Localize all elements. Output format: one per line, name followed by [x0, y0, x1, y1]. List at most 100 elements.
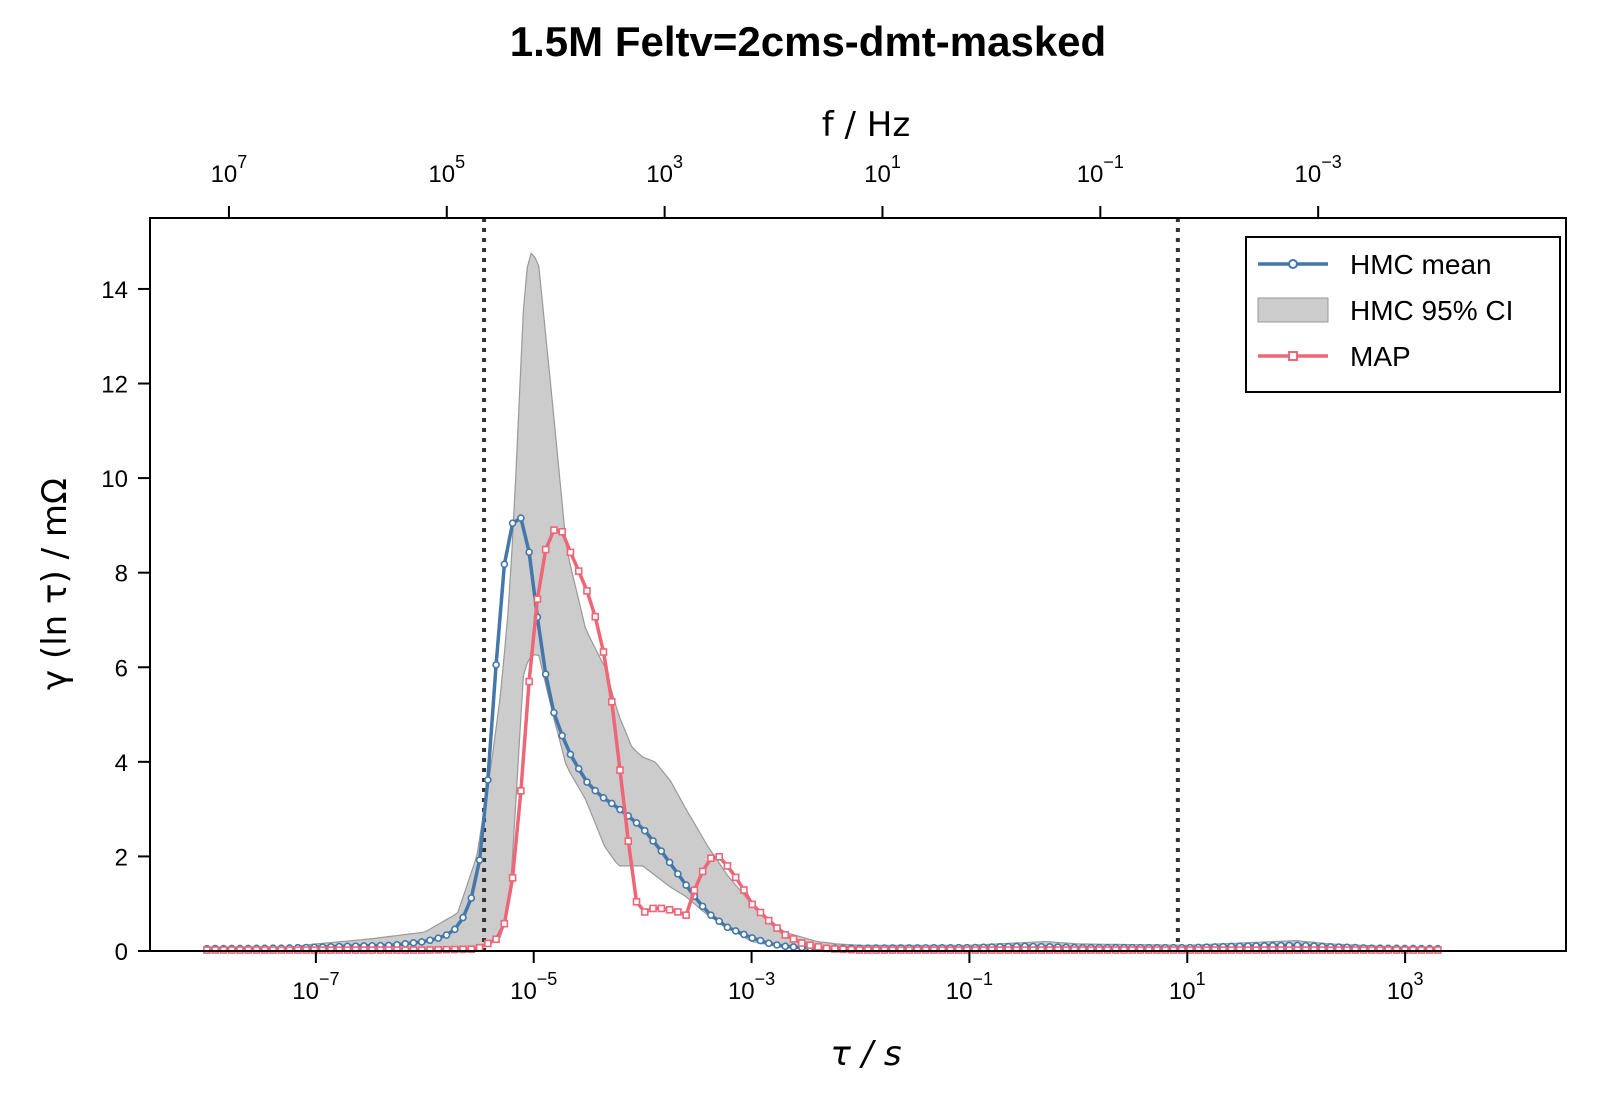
- y-tick-label: 12: [101, 372, 128, 399]
- legend-swatch: [1257, 297, 1329, 323]
- hmc-mean-point: [657, 847, 666, 855]
- top-x-tick-label: 107: [211, 152, 248, 188]
- map-point: [624, 837, 633, 845]
- chart-title: 1.5M Feltv=2cms-dmt-masked: [510, 18, 1106, 65]
- top-x-tick-label: 103: [646, 152, 683, 188]
- hmc-mean-point: [632, 819, 641, 827]
- map-point: [566, 548, 575, 557]
- hmc-mean-point: [401, 940, 410, 948]
- legend-label: HMC 95% CI: [1350, 295, 1513, 326]
- plot-frame: [149, 217, 1567, 952]
- x-tick-label: 101: [1169, 969, 1206, 1005]
- map-point: [475, 943, 484, 952]
- map-point: [467, 945, 476, 954]
- map-point: [731, 873, 740, 882]
- map-point: [773, 924, 781, 932]
- map-point: [541, 545, 550, 554]
- hmc-mean-point: [417, 938, 426, 946]
- map-point: [715, 853, 723, 861]
- hmc-mean-point: [467, 894, 476, 902]
- y-axis-title: γ (ln τ) / mΩ: [35, 478, 75, 690]
- map-markers: [203, 526, 1442, 954]
- map-point: [682, 911, 690, 919]
- top-x-axis-title: f / Hz: [822, 105, 910, 145]
- top-x-tick-label: 10−1: [1077, 152, 1124, 188]
- hmc-mean-point: [525, 548, 533, 556]
- hmc-mean-point: [591, 786, 600, 795]
- map-point: [748, 900, 757, 909]
- legend-label: MAP: [1350, 341, 1411, 372]
- y-tick-label: 0: [115, 939, 128, 966]
- map-point: [434, 946, 443, 954]
- hmc-mean-point: [756, 936, 765, 945]
- hmc-mean-point: [459, 913, 467, 922]
- hmc-mean-point: [773, 941, 781, 949]
- hmc-mean-point: [649, 837, 657, 845]
- hmc-mean-point: [566, 750, 575, 759]
- hmc-mean-line: [207, 515, 1438, 951]
- map-point: [789, 935, 798, 943]
- map-point: [814, 942, 823, 951]
- legend: HMC mean HMC 95% CI MAP: [1245, 236, 1561, 393]
- map-point: [525, 677, 533, 686]
- top-x-tick-label: 105: [428, 152, 465, 188]
- hmc-mean-point: [599, 793, 608, 802]
- y-tick-label: 4: [115, 750, 128, 777]
- hmc-mean-point: [508, 519, 517, 527]
- series-layer: [203, 514, 1442, 954]
- y-tick-label: 2: [115, 844, 128, 871]
- legend-marker: [1288, 351, 1298, 361]
- x-tick-label: 10−1: [946, 969, 993, 1005]
- map-point: [574, 567, 583, 575]
- hmc-mean-point: [517, 514, 525, 522]
- map-point: [632, 897, 641, 906]
- hmc-mean-point: [641, 826, 649, 835]
- x-tick-label: 103: [1387, 969, 1424, 1005]
- map-point: [492, 935, 500, 944]
- hmc-mean-point: [723, 923, 732, 932]
- map-point: [558, 527, 566, 536]
- map-point: [459, 945, 467, 954]
- top-x-tick-label: 10−3: [1295, 152, 1342, 188]
- map-point: [781, 931, 790, 939]
- top-axis: 107 105 103 101 10−1 10−3: [211, 152, 1342, 218]
- map-point: [517, 787, 525, 795]
- map-point: [426, 946, 434, 954]
- x-tick-label: 10−3: [728, 969, 775, 1005]
- hmc-mean-point: [789, 943, 798, 951]
- legend-item-hmc-mean: HMC mean: [1258, 249, 1492, 280]
- map-point: [847, 945, 856, 954]
- hmc-mean-point: [764, 939, 773, 948]
- hmc-mean-point: [484, 776, 492, 784]
- top-x-tick-label: 101: [864, 152, 901, 188]
- y-tick-label: 8: [115, 561, 128, 588]
- map-point: [583, 587, 591, 595]
- map-point: [698, 867, 707, 876]
- hmc-mean-point: [541, 670, 550, 678]
- y-tick-label: 6: [115, 655, 128, 682]
- map-point: [674, 908, 682, 916]
- map-point: [764, 916, 773, 925]
- legend-item-hmc-95-ci: HMC 95% CI: [1257, 295, 1513, 326]
- map-point: [723, 862, 732, 870]
- hmc-mean-point: [500, 560, 509, 569]
- map-point: [649, 904, 657, 913]
- map-point: [442, 945, 451, 954]
- hmc-mean-point: [450, 925, 459, 934]
- hmc-mean-point: [583, 778, 591, 786]
- hmc-mean-point: [616, 805, 624, 814]
- legend-label: HMC mean: [1350, 249, 1492, 280]
- map-point: [599, 648, 608, 656]
- map-point: [641, 908, 649, 916]
- legend-marker: [1288, 259, 1298, 269]
- map-point: [707, 854, 715, 862]
- map-point: [508, 874, 517, 882]
- hmc-mean-point: [426, 936, 434, 945]
- hmc-mean-point: [665, 858, 674, 867]
- map-point: [756, 908, 765, 917]
- hmc-mean-point: [550, 708, 558, 717]
- map-point: [616, 766, 624, 774]
- hmc-mean-point: [674, 870, 682, 878]
- map-point: [450, 945, 459, 954]
